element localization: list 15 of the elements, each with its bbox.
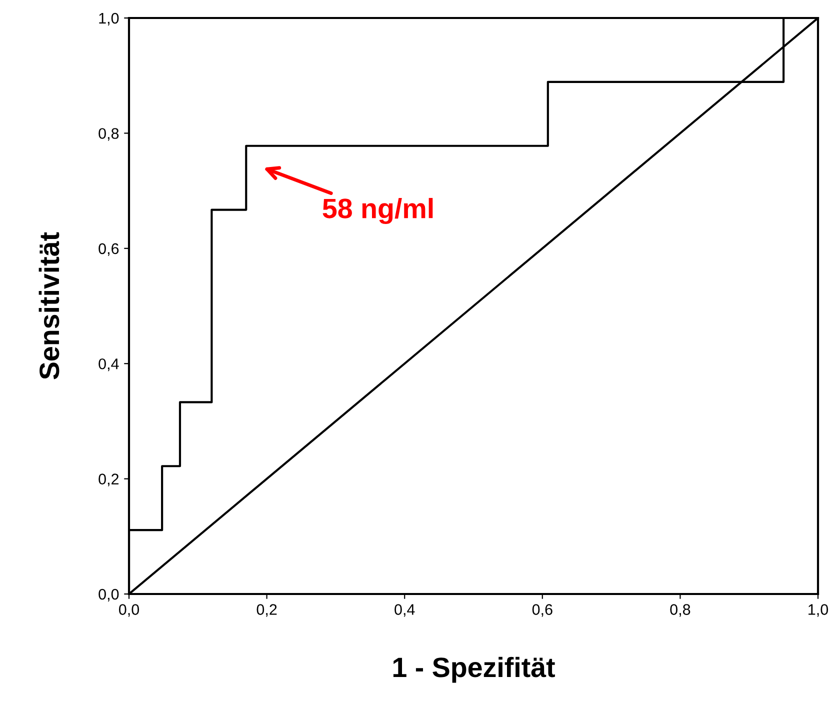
x-tick-label: 1,0 bbox=[808, 604, 828, 617]
annotation: 58 ng/ml bbox=[322, 198, 433, 224]
y-axis-title: Sensitivität bbox=[38, 232, 60, 380]
y-tick-label: 0,2 bbox=[98, 474, 119, 486]
x-tick-label: 0,0 bbox=[118, 604, 140, 617]
y-tick-label: 0,4 bbox=[98, 358, 119, 372]
x-axis-title: 1 - Spezifität bbox=[393, 656, 555, 683]
x-tick-label: 0,2 bbox=[256, 604, 277, 617]
x-tick-label: 0,8 bbox=[670, 604, 690, 617]
y-tick-label: 0,0 bbox=[98, 588, 119, 602]
x-tick-label: 0,4 bbox=[394, 604, 415, 617]
x-tick-label: 0,6 bbox=[532, 604, 552, 617]
y-tick-label: 1,0 bbox=[99, 12, 119, 26]
y-tick-label: 0,8 bbox=[98, 128, 119, 141]
y-tick-label: 0,6 bbox=[98, 243, 119, 256]
